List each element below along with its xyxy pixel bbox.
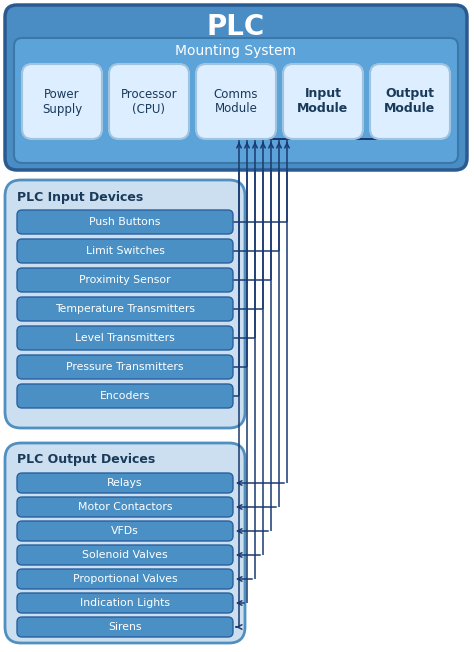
FancyBboxPatch shape — [17, 210, 233, 234]
Text: PLC: PLC — [207, 13, 265, 41]
Text: Push Buttons: Push Buttons — [89, 217, 161, 227]
Text: Mounting System: Mounting System — [175, 44, 297, 58]
Text: Level Transmitters: Level Transmitters — [75, 333, 175, 343]
FancyBboxPatch shape — [17, 473, 233, 493]
FancyBboxPatch shape — [17, 593, 233, 613]
FancyBboxPatch shape — [17, 297, 233, 321]
FancyBboxPatch shape — [196, 64, 276, 139]
Text: VFDs: VFDs — [111, 526, 139, 536]
Text: Processor
(CPU): Processor (CPU) — [121, 87, 177, 115]
FancyBboxPatch shape — [5, 180, 245, 428]
FancyBboxPatch shape — [22, 64, 102, 139]
Text: Power
Supply: Power Supply — [42, 87, 82, 115]
FancyBboxPatch shape — [17, 239, 233, 263]
Text: Indication Lights: Indication Lights — [80, 598, 170, 608]
Text: Encoders: Encoders — [100, 391, 150, 401]
Text: Input
Module: Input Module — [297, 87, 348, 115]
FancyBboxPatch shape — [17, 545, 233, 565]
Text: Comms
Module: Comms Module — [214, 87, 258, 115]
FancyBboxPatch shape — [14, 38, 458, 163]
Text: Temperature Transmitters: Temperature Transmitters — [55, 304, 195, 314]
FancyBboxPatch shape — [5, 443, 245, 643]
Text: Pressure Transmitters: Pressure Transmitters — [66, 362, 184, 372]
Text: Output
Module: Output Module — [384, 87, 436, 115]
Text: PLC Input Devices: PLC Input Devices — [17, 190, 143, 203]
FancyBboxPatch shape — [17, 326, 233, 350]
Text: Sirens: Sirens — [108, 622, 142, 632]
Text: Proximity Sensor: Proximity Sensor — [79, 275, 171, 285]
Text: Proportional Valves: Proportional Valves — [73, 574, 177, 584]
FancyBboxPatch shape — [17, 569, 233, 589]
FancyBboxPatch shape — [17, 497, 233, 517]
Text: Solenoid Valves: Solenoid Valves — [82, 550, 168, 560]
FancyBboxPatch shape — [17, 384, 233, 408]
FancyBboxPatch shape — [17, 617, 233, 637]
Text: Limit Switches: Limit Switches — [86, 246, 164, 256]
FancyBboxPatch shape — [109, 64, 189, 139]
FancyBboxPatch shape — [17, 355, 233, 379]
FancyBboxPatch shape — [5, 5, 467, 170]
Text: PLC Output Devices: PLC Output Devices — [17, 454, 155, 466]
FancyBboxPatch shape — [370, 64, 450, 139]
Text: Motor Contactors: Motor Contactors — [78, 502, 172, 512]
FancyBboxPatch shape — [17, 268, 233, 292]
FancyBboxPatch shape — [17, 521, 233, 541]
FancyBboxPatch shape — [283, 64, 363, 139]
Text: Relays: Relays — [107, 478, 143, 488]
